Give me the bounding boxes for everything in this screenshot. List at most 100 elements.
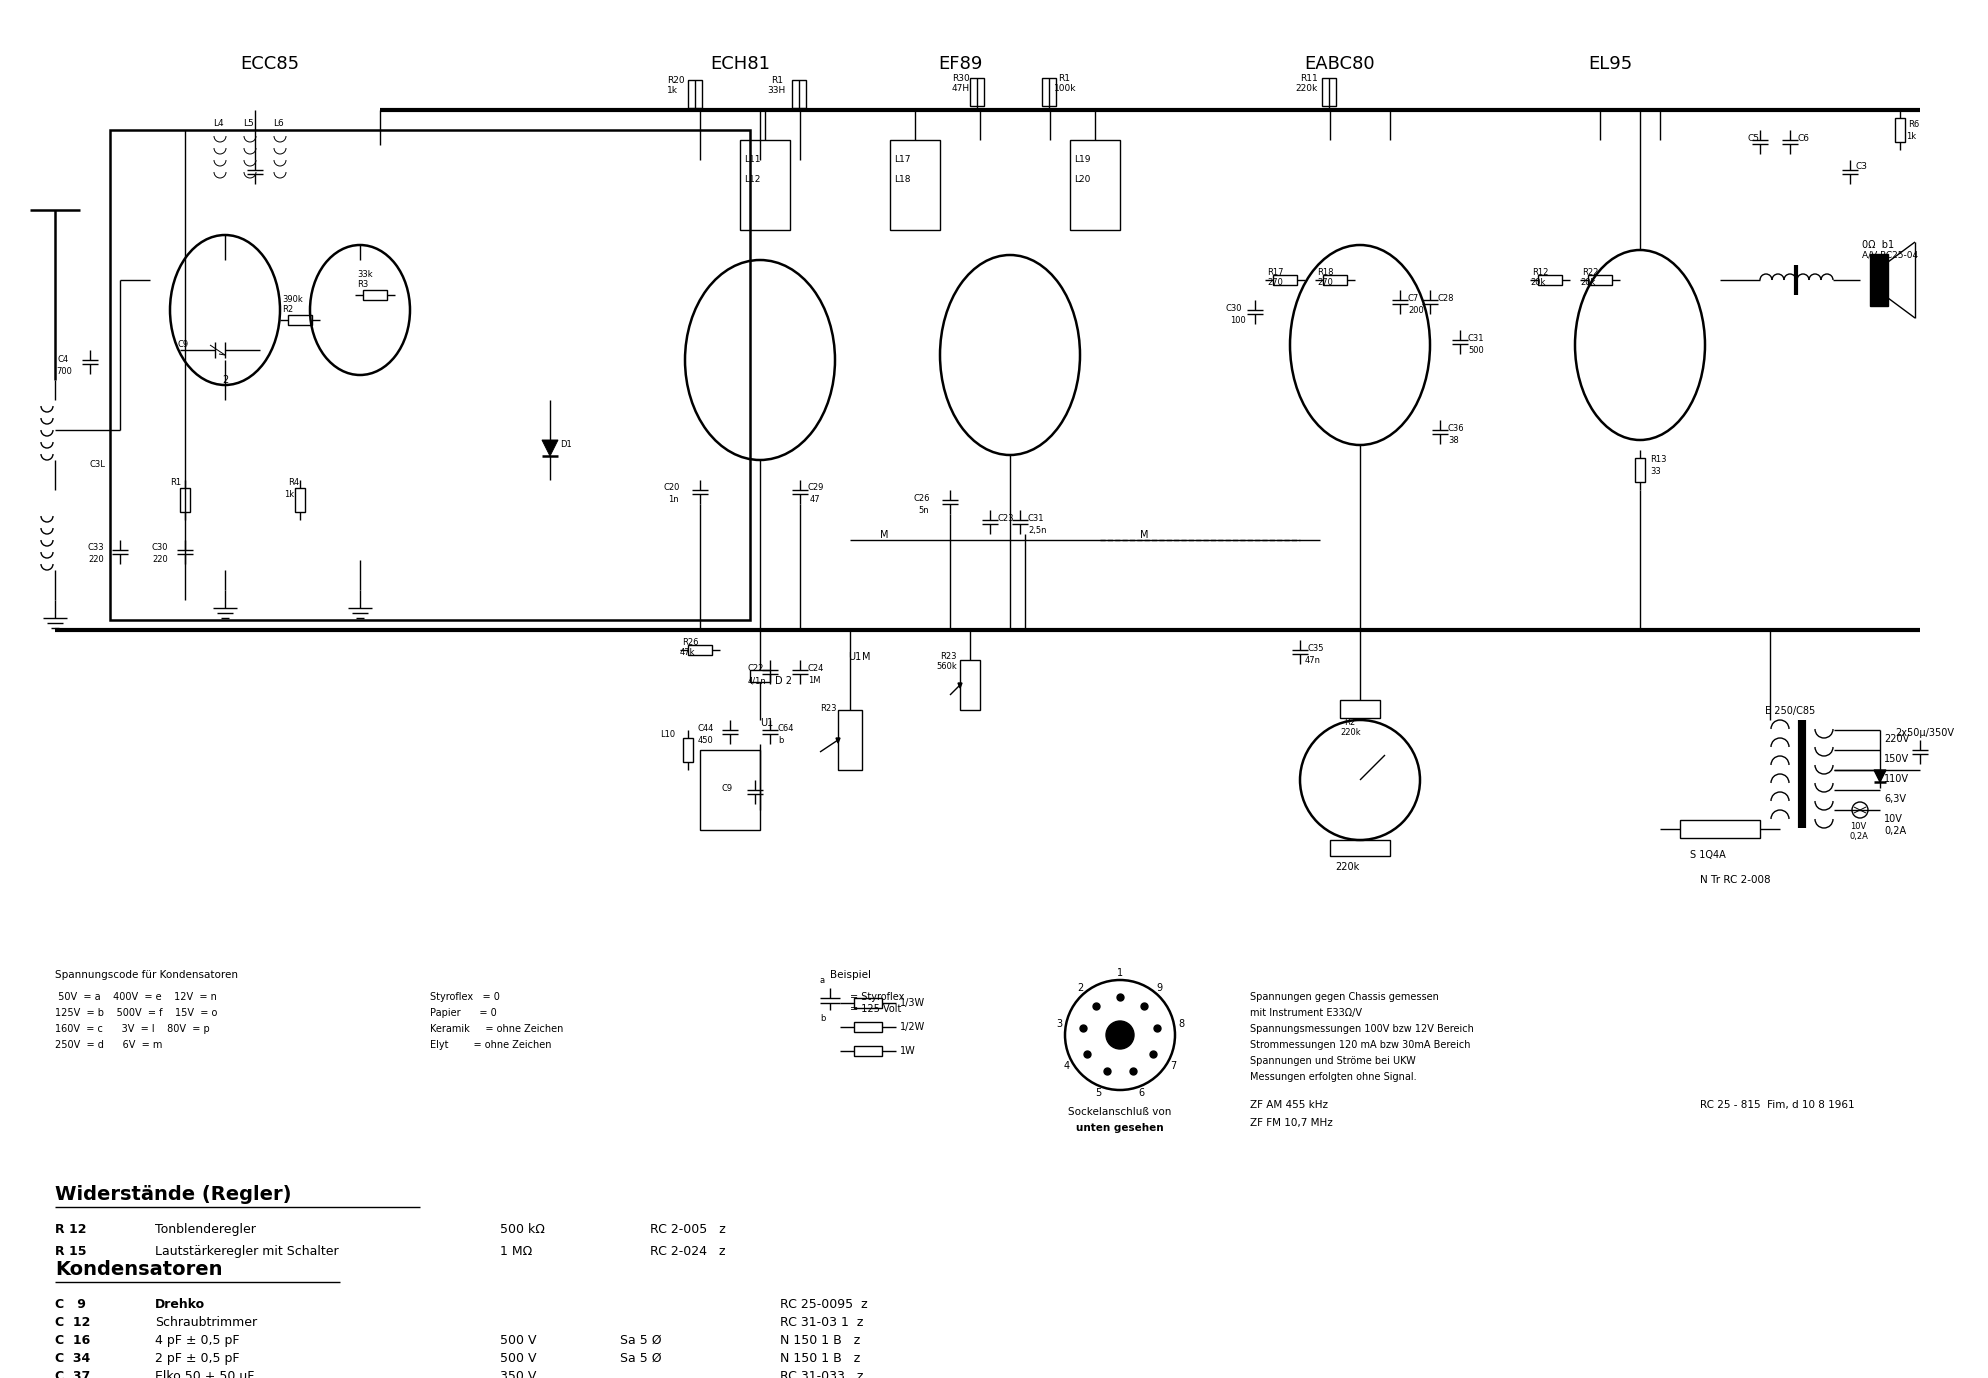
Text: EL95: EL95 xyxy=(1588,55,1632,73)
Text: C3: C3 xyxy=(1855,163,1867,171)
Text: 10V: 10V xyxy=(1851,823,1867,831)
Text: 200: 200 xyxy=(1408,306,1423,316)
Text: U1: U1 xyxy=(849,652,861,661)
Bar xyxy=(970,79,984,106)
Text: C7: C7 xyxy=(1408,294,1419,303)
Bar xyxy=(1871,254,1889,306)
Text: C24: C24 xyxy=(807,664,825,672)
Text: 500 V: 500 V xyxy=(501,1334,537,1348)
Text: ECH81: ECH81 xyxy=(710,55,769,73)
Text: 110V: 110V xyxy=(1885,774,1908,784)
Text: Spannungscode für Kondensatoren: Spannungscode für Kondensatoren xyxy=(56,970,239,980)
Polygon shape xyxy=(837,739,841,743)
Text: R13: R13 xyxy=(1650,455,1666,464)
Text: C30: C30 xyxy=(151,543,169,553)
Text: C28: C28 xyxy=(1437,294,1455,303)
Text: R2: R2 xyxy=(1344,718,1356,728)
Bar xyxy=(1340,700,1380,718)
Text: N 150 1 B   z: N 150 1 B z xyxy=(779,1334,861,1348)
Text: 1k: 1k xyxy=(668,85,678,95)
Text: R11: R11 xyxy=(1300,74,1318,83)
Bar xyxy=(855,1046,883,1056)
Text: EABC80: EABC80 xyxy=(1304,55,1376,73)
Text: R2: R2 xyxy=(282,305,292,314)
Text: Lautstärkeregler mit Schalter: Lautstärkeregler mit Schalter xyxy=(155,1244,338,1258)
Text: Sockelanschluß von: Sockelanschluß von xyxy=(1068,1107,1171,1118)
Text: R6: R6 xyxy=(1908,120,1918,130)
Bar xyxy=(839,710,863,770)
Text: R12: R12 xyxy=(1533,267,1549,277)
Text: N 150 1 B   z: N 150 1 B z xyxy=(779,1352,861,1366)
Bar xyxy=(1322,79,1336,106)
Bar xyxy=(1330,841,1390,856)
Text: 2: 2 xyxy=(223,375,229,384)
Text: C30: C30 xyxy=(1225,305,1241,313)
Text: C9: C9 xyxy=(179,340,189,349)
Text: Styroflex   = 0: Styroflex = 0 xyxy=(429,992,499,1002)
Bar xyxy=(1070,141,1119,230)
Text: Strommessungen 120 mA bzw 30mA Bereich: Strommessungen 120 mA bzw 30mA Bereich xyxy=(1250,1040,1471,1050)
Text: 1k: 1k xyxy=(284,491,294,499)
Text: = 125 Volt: = 125 Volt xyxy=(851,1005,901,1014)
Text: L10: L10 xyxy=(660,730,676,739)
Text: 1n: 1n xyxy=(668,495,678,504)
Text: R17: R17 xyxy=(1266,267,1284,277)
Text: Sa 5 Ø: Sa 5 Ø xyxy=(620,1352,662,1366)
Text: Elko 50 + 50 µF: Elko 50 + 50 µF xyxy=(155,1370,254,1378)
Text: 500 V: 500 V xyxy=(501,1352,537,1366)
Text: ZF AM 455 kHz: ZF AM 455 kHz xyxy=(1250,1100,1328,1111)
Text: RC 25 - 815  Fim, d 10 8 1961: RC 25 - 815 Fim, d 10 8 1961 xyxy=(1700,1100,1855,1111)
Polygon shape xyxy=(958,683,962,688)
Polygon shape xyxy=(543,440,559,456)
Bar xyxy=(364,289,388,300)
Text: 3: 3 xyxy=(1056,1020,1062,1029)
Text: M: M xyxy=(863,652,871,661)
Text: 47n: 47n xyxy=(1304,656,1320,666)
Text: 33k: 33k xyxy=(358,270,372,278)
Bar xyxy=(684,739,694,762)
Bar xyxy=(791,80,805,107)
Text: C44: C44 xyxy=(698,723,714,733)
Text: 220k: 220k xyxy=(1336,863,1360,872)
Text: 2x50µ/350V: 2x50µ/350V xyxy=(1895,728,1954,739)
Text: Tonblenderegler: Tonblenderegler xyxy=(155,1224,256,1236)
Text: 7: 7 xyxy=(1171,1061,1177,1071)
Text: 220: 220 xyxy=(151,555,167,564)
Text: Messungen erfolgten ohne Signal.: Messungen erfolgten ohne Signal. xyxy=(1250,1072,1417,1082)
Bar xyxy=(1634,457,1644,482)
Text: 4: 4 xyxy=(1064,1061,1070,1071)
Text: R18: R18 xyxy=(1316,267,1334,277)
Text: 10V
0,2A: 10V 0,2A xyxy=(1885,814,1906,835)
Text: EF89: EF89 xyxy=(938,55,982,73)
Text: L6: L6 xyxy=(272,119,284,128)
Text: 350 V: 350 V xyxy=(501,1370,537,1378)
Bar xyxy=(1272,276,1296,285)
Text: C9: C9 xyxy=(722,784,734,792)
Bar xyxy=(749,670,769,682)
Bar xyxy=(181,488,191,513)
Text: M: M xyxy=(881,531,889,540)
Text: R20: R20 xyxy=(668,76,684,85)
Text: C31: C31 xyxy=(1028,514,1044,524)
Bar xyxy=(740,141,789,230)
Text: 2: 2 xyxy=(1077,983,1083,992)
Text: C35: C35 xyxy=(1308,644,1324,653)
Text: Schraubtrimmer: Schraubtrimmer xyxy=(155,1316,256,1328)
Text: C  12: C 12 xyxy=(56,1316,89,1328)
Text: C31: C31 xyxy=(1467,333,1485,343)
Polygon shape xyxy=(1875,770,1887,781)
Text: 270: 270 xyxy=(1266,278,1282,287)
Text: Papier      = 0: Papier = 0 xyxy=(429,1007,497,1018)
Text: 33: 33 xyxy=(1650,467,1660,475)
Text: Elyt        = ohne Zeichen: Elyt = ohne Zeichen xyxy=(429,1040,551,1050)
Text: R26: R26 xyxy=(682,638,698,648)
Text: C26: C26 xyxy=(912,493,930,503)
Text: R3: R3 xyxy=(358,280,368,289)
Text: 0Ω  b1: 0Ω b1 xyxy=(1863,240,1895,249)
Text: M: M xyxy=(1139,531,1149,540)
Text: unten gesehen: unten gesehen xyxy=(1076,1123,1163,1133)
Bar xyxy=(1680,820,1759,838)
Bar xyxy=(1042,79,1056,106)
Text: b: b xyxy=(777,736,783,745)
Text: 220: 220 xyxy=(87,555,103,564)
